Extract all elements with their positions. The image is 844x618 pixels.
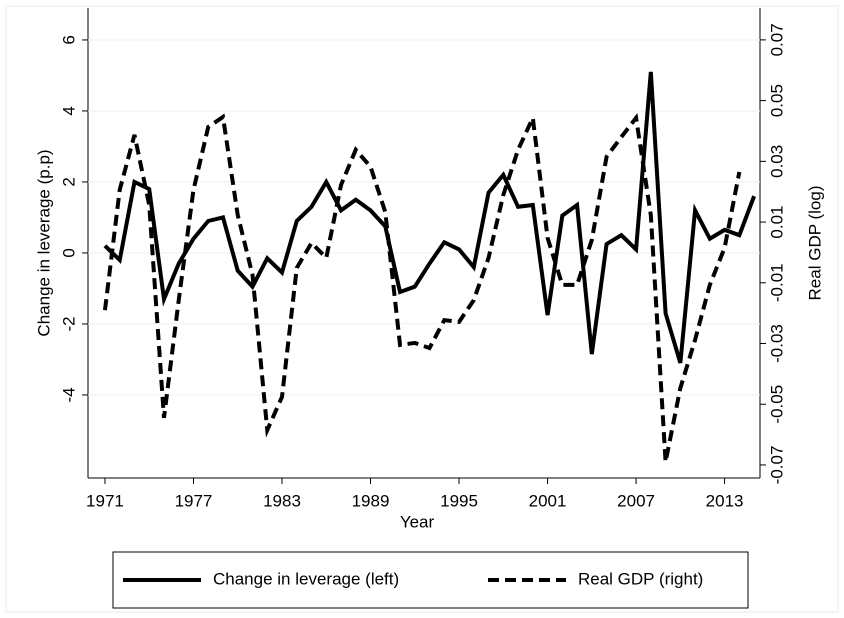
- legend: [112, 551, 749, 609]
- x-tick-label: 2007: [617, 491, 655, 510]
- y-tick-label: 6: [59, 35, 78, 44]
- x-tick-label: 2013: [706, 491, 744, 510]
- y2-tick-label: 0.01: [767, 206, 786, 239]
- y2-tick-label: -0.03: [767, 324, 786, 363]
- y2-axis-title: Real GDP (log): [805, 186, 824, 301]
- series-line: [103, 71, 756, 364]
- x-tick-label: 1977: [175, 491, 213, 510]
- y-tick-label: 2: [59, 177, 78, 186]
- y2-tick-label: -0.01: [767, 263, 786, 302]
- y-tick-label: -2: [59, 316, 78, 331]
- legend-label: Real GDP (right): [578, 569, 703, 588]
- y2-tick-label: -0.07: [767, 446, 786, 485]
- x-tick-label: 2001: [529, 491, 567, 510]
- y2-tick-label: 0.03: [767, 145, 786, 178]
- y-tick-label: -4: [59, 387, 78, 402]
- y-tick-label: 0: [59, 248, 78, 257]
- graph-frame: [5, 5, 839, 613]
- y2-tick-label: 0.05: [767, 84, 786, 117]
- y-tick-label: 4: [59, 106, 78, 115]
- series-line: [102, 110, 742, 463]
- x-tick-label: 1989: [352, 491, 390, 510]
- y-axis-title: Change in leverage (p.p): [34, 149, 53, 336]
- legend-label: Change in leverage (left): [213, 569, 399, 588]
- y2-tick-label: 0.07: [767, 23, 786, 56]
- y2-tick-label: -0.05: [767, 385, 786, 424]
- x-tick-label: 1983: [263, 491, 301, 510]
- x-tick-label: 1971: [86, 491, 124, 510]
- x-tick-label: 1995: [440, 491, 478, 510]
- x-axis-title: Year: [400, 512, 435, 531]
